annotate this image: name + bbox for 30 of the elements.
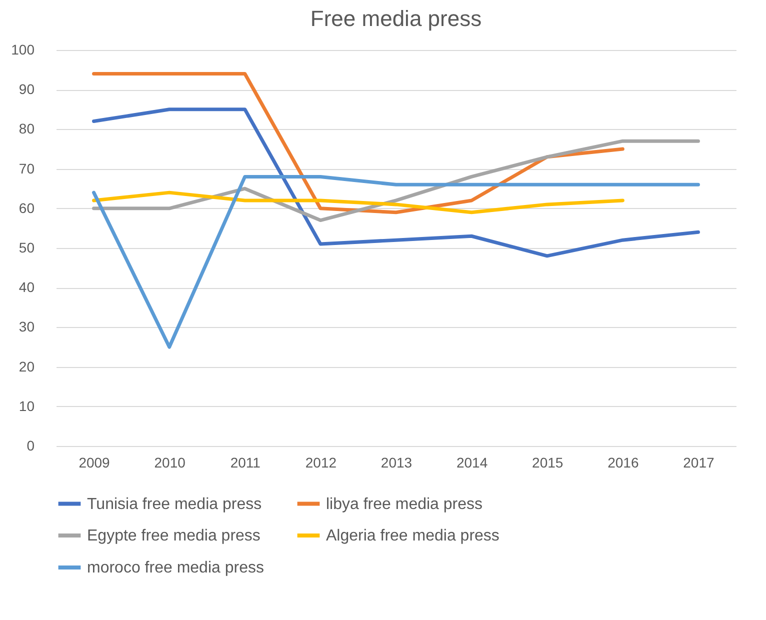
line-series [92, 174, 700, 349]
line-series [92, 190, 624, 214]
y-tick-label: 60 [18, 200, 35, 216]
chart-title: Free media press [310, 6, 482, 31]
y-tick-label: 40 [18, 279, 35, 296]
x-tick-label: 2012 [305, 454, 337, 470]
y-tick-label: 20 [18, 358, 35, 374]
x-tick-label: 2016 [608, 454, 639, 470]
y-tick-label: 90 [18, 81, 35, 98]
y-tick-label: 50 [18, 240, 35, 256]
x-tick-label: 2009 [78, 454, 110, 470]
x-tick-label: 2014 [456, 454, 488, 470]
y-tick-label: 80 [18, 120, 35, 137]
y-tick-label: 30 [18, 318, 35, 335]
x-tick-label: 2010 [154, 454, 186, 470]
legend-label: Algeria free media press [326, 528, 500, 544]
x-tick-label: 2013 [380, 454, 412, 470]
y-tick-label: 70 [18, 160, 35, 176]
line-series [92, 108, 700, 258]
y-tick-label: 100 [11, 42, 35, 58]
x-tick-label: 2011 [230, 454, 261, 470]
y-tick-label: 0 [26, 438, 35, 454]
x-tick-label: 2015 [532, 454, 564, 470]
x-tick-label: 2017 [683, 454, 715, 470]
y-tick-label: 10 [18, 398, 35, 414]
legend-label: moroco free media press [87, 560, 264, 576]
legend-label: libya free media press [326, 496, 483, 513]
line-series [92, 139, 700, 222]
legend-label: Tunisia free media press [87, 496, 262, 513]
legend-label: Egypte free media press [87, 528, 260, 544]
